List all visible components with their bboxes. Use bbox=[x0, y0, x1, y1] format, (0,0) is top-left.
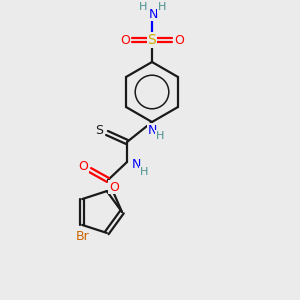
Text: H: H bbox=[156, 131, 164, 141]
Text: N: N bbox=[131, 158, 141, 172]
Text: Br: Br bbox=[75, 230, 89, 243]
Text: N: N bbox=[148, 8, 158, 20]
Text: S: S bbox=[95, 124, 103, 137]
Text: S: S bbox=[148, 33, 156, 47]
Text: O: O bbox=[78, 160, 88, 172]
Text: N: N bbox=[147, 124, 157, 136]
Text: O: O bbox=[109, 181, 119, 194]
Text: H: H bbox=[140, 167, 148, 177]
Text: O: O bbox=[174, 34, 184, 46]
Text: H: H bbox=[158, 2, 166, 12]
Text: O: O bbox=[120, 34, 130, 46]
Text: H: H bbox=[139, 2, 147, 12]
